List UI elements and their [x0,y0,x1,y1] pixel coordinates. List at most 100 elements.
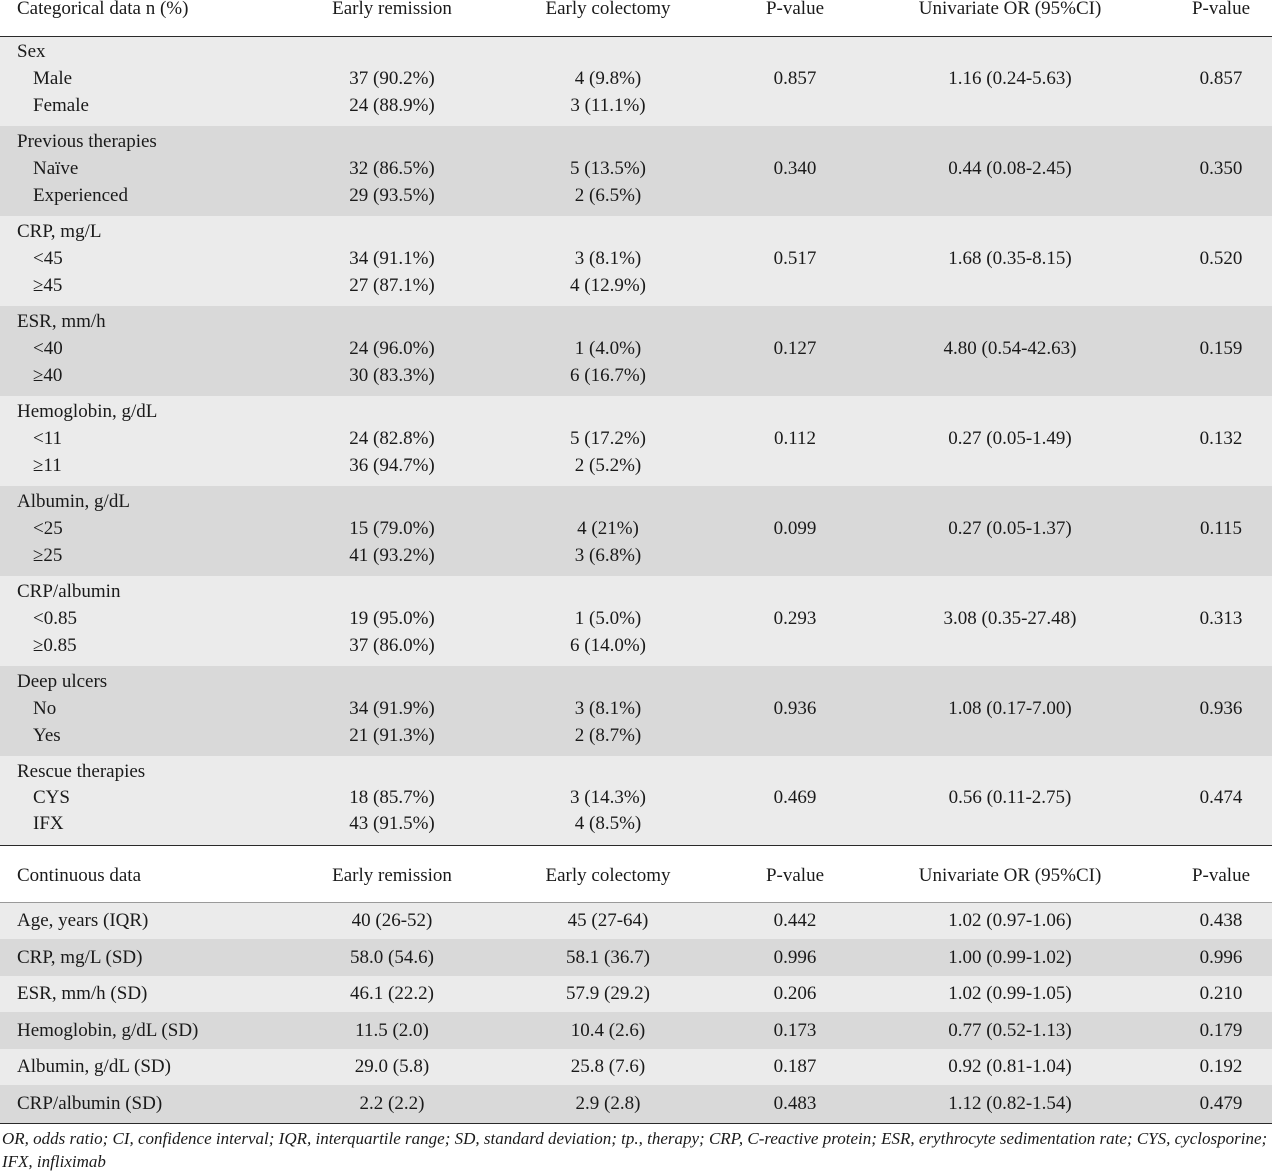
row-label: No [33,698,57,719]
colectomy-cell: 6 (14.0%) [570,635,646,656]
bottom-rule [0,1123,1272,1124]
group-title: CRP/albumin [17,581,121,602]
p-value-cell: 0.173 [773,1020,817,1041]
p-value-cell: 0.996 [773,947,817,968]
header-categorical-data: Categorical data n (%) [17,0,189,19]
row-label: ≥0.85 [33,635,77,656]
or-cell: 1.00 (0.99-1.02) [948,947,1072,968]
colectomy-cell: 3 (8.1%) [574,248,642,269]
continuous-row-age: Age, years (IQR) 40 (26-52) 45 (27-64) 0… [0,903,1272,939]
row-label: <45 [33,248,63,269]
remission-cell: 27 (87.1%) [349,275,435,296]
header-p-value-2: P-value [1191,0,1251,19]
row-label: CRP/albumin (SD) [17,1093,163,1114]
header-p-value: P-value [765,0,825,19]
group-previous-therapies: Previous therapies Naïve 32 (86.5%) 5 (1… [0,126,1272,216]
row-label: Naïve [33,158,79,179]
p-value-2-cell: 0.474 [1199,787,1243,808]
remission-cell: 21 (91.3%) [349,725,435,746]
remission-cell: 18 (85.7%) [349,787,435,808]
group-esr: ESR, mm/h <40 24 (96.0%) 1 (4.0%) 0.127 … [0,306,1272,396]
or-cell: 1.02 (0.99-1.05) [948,983,1072,1004]
remission-cell: 24 (88.9%) [349,95,435,116]
p-value-cell: 0.206 [773,983,817,1004]
group-rescue-therapies: Rescue therapies CYS 18 (85.7%) 3 (14.3%… [0,756,1272,845]
colectomy-cell: 2 (5.2%) [574,455,642,476]
continuous-header-rule [0,902,1272,903]
p-value-2-cell: 0.132 [1199,428,1243,449]
group-title: Hemoglobin, g/dL [17,401,158,422]
p-value-2-cell: 0.313 [1199,608,1243,629]
group-hemoglobin: Hemoglobin, g/dL <11 24 (82.8%) 5 (17.2%… [0,396,1272,486]
remission-cell: 46.1 (22.2) [350,983,434,1004]
colectomy-cell: 57.9 (29.2) [566,983,650,1004]
group-albumin: Albumin, g/dL <25 15 (79.0%) 4 (21%) 0.0… [0,486,1272,576]
remission-cell: 43 (91.5%) [349,813,435,834]
p-value-2-cell: 0.115 [1199,518,1243,539]
or-cell: 0.27 (0.05-1.49) [948,428,1072,449]
header-early-colectomy: Early colectomy [545,0,671,19]
p-value-cell: 0.517 [773,248,817,269]
row-label: ≥25 [33,545,63,566]
colectomy-cell: 3 (11.1%) [570,95,646,116]
colectomy-cell: 3 (6.8%) [574,545,642,566]
colectomy-cell: 2 (8.7%) [574,725,642,746]
p-value-cell: 0.127 [773,338,817,359]
or-cell: 3.08 (0.35-27.48) [943,608,1077,629]
colectomy-cell: 4 (12.9%) [570,275,646,296]
table-footnote: OR, odds ratio; CI, confidence interval;… [2,1129,1268,1171]
group-title: Rescue therapies [17,761,146,782]
p-value-2-cell: 0.520 [1199,248,1243,269]
colectomy-cell: 58.1 (36.7) [566,947,650,968]
row-label: IFX [33,813,64,834]
row-label: <40 [33,338,63,359]
colectomy-cell: 4 (8.5%) [574,813,642,834]
header-early-remission: Early remission [332,865,452,886]
row-label: Hemoglobin, g/dL (SD) [17,1020,199,1041]
p-value-2-cell: 0.479 [1199,1093,1243,1114]
p-value-2-cell: 0.857 [1199,68,1243,89]
p-value-cell: 0.483 [773,1093,817,1114]
remission-cell: 24 (82.8%) [349,428,435,449]
row-label: ESR, mm/h (SD) [17,983,148,1004]
colectomy-cell: 2.9 (2.8) [575,1093,641,1114]
remission-cell: 58.0 (54.6) [350,947,434,968]
group-title: Sex [17,41,46,62]
remission-cell: 34 (91.9%) [349,698,435,719]
colectomy-cell: 2 (6.5%) [574,185,642,206]
remission-cell: 32 (86.5%) [349,158,435,179]
row-label: Age, years (IQR) [17,910,149,931]
p-value-2-cell: 0.159 [1199,338,1243,359]
group-sex: Sex Male 37 (90.2%) 4 (9.8%) 0.857 1.16 … [0,37,1272,126]
remission-cell: 19 (95.0%) [349,608,435,629]
remission-cell: 37 (90.2%) [349,68,435,89]
colectomy-cell: 3 (14.3%) [570,787,646,808]
p-value-cell: 0.469 [773,787,817,808]
colectomy-cell: 4 (21%) [577,518,639,539]
or-cell: 0.92 (0.81-1.04) [948,1056,1072,1077]
remission-cell: 29 (93.5%) [349,185,435,206]
or-cell: 0.77 (0.52-1.13) [948,1020,1072,1041]
p-value-cell: 0.187 [773,1056,817,1077]
colectomy-cell: 4 (9.8%) [574,68,642,89]
group-title: Albumin, g/dL [17,491,130,512]
row-label: ≥45 [33,275,63,296]
p-value-cell: 0.293 [773,608,817,629]
group-crp-albumin: CRP/albumin <0.85 19 (95.0%) 1 (5.0%) 0.… [0,576,1272,666]
colectomy-cell: 1 (4.0%) [574,338,642,359]
p-value-2-cell: 0.438 [1199,910,1243,931]
continuous-row-hemoglobin: Hemoglobin, g/dL (SD) 11.5 (2.0) 10.4 (2… [0,1012,1272,1049]
header-early-colectomy: Early colectomy [545,865,671,886]
remission-cell: 11.5 (2.0) [355,1020,429,1041]
group-title: ESR, mm/h [17,311,106,332]
row-label: Experienced [33,185,128,206]
remission-cell: 34 (91.1%) [349,248,435,269]
colectomy-cell: 5 (17.2%) [570,428,646,449]
remission-cell: 41 (93.2%) [349,545,435,566]
row-label: Albumin, g/dL (SD) [17,1056,171,1077]
header-rule [0,36,1272,37]
row-label: CRP, mg/L (SD) [17,947,143,968]
row-label: ≥11 [33,455,62,476]
remission-cell: 30 (83.3%) [349,365,435,386]
remission-cell: 29.0 (5.8) [354,1056,430,1077]
